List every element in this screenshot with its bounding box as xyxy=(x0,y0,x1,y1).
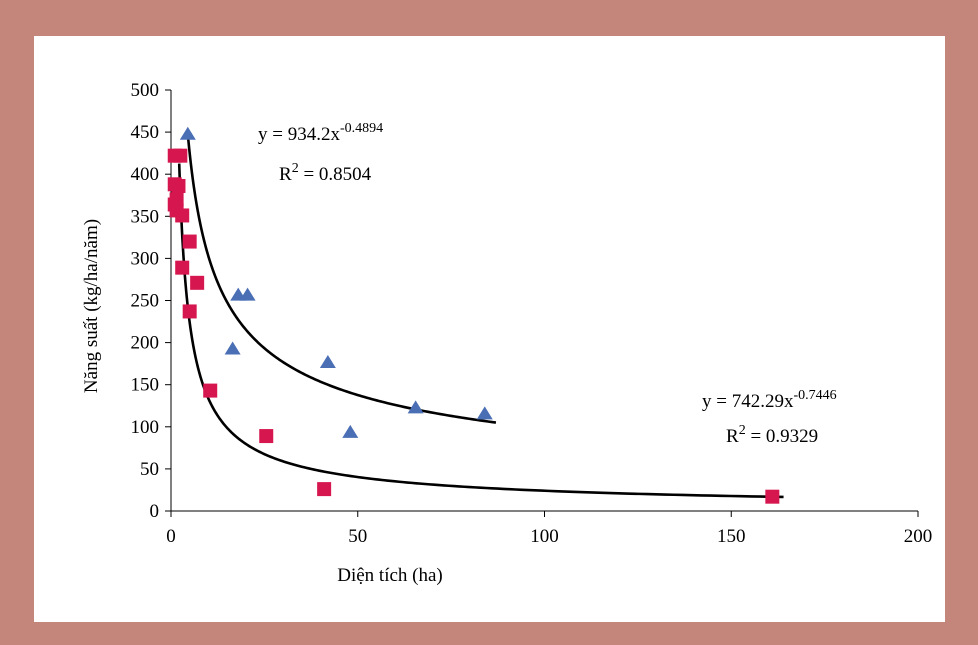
triangle-point xyxy=(407,400,424,414)
x-tick-label: 200 xyxy=(904,526,933,547)
triangle-trend-equation: y = 934.2x-0.4894 xyxy=(258,121,383,145)
tick-labels: 0 50 100 150 200 250 300 350 400 450 500 0 50 100 150 2… xyxy=(131,80,933,547)
square-point xyxy=(203,383,218,398)
triangle-point xyxy=(319,354,336,368)
y-tick-label: 100 xyxy=(131,417,160,438)
x-tick-label: 100 xyxy=(530,526,559,547)
x-tick-label: 50 xyxy=(348,526,367,547)
square-point xyxy=(175,208,190,223)
y-tick-label: 150 xyxy=(131,375,160,396)
y-tick-label: 500 xyxy=(131,80,160,101)
square-trend-equation: y = 742.29x-0.7446 xyxy=(702,388,837,412)
y-tick-label: 200 xyxy=(131,333,160,354)
y-tick-label: 450 xyxy=(131,122,160,143)
square-point xyxy=(259,429,274,444)
square-point xyxy=(175,260,190,275)
square-point xyxy=(317,482,332,497)
x-tick-label: 0 xyxy=(166,526,176,547)
square-point xyxy=(182,234,197,249)
y-tick-label: 50 xyxy=(140,459,159,480)
chart-panel: 0 50 100 150 200 250 300 350 400 450 500 0 50 100 150 2… xyxy=(34,36,945,622)
triangle-point xyxy=(342,424,359,438)
triangle-point xyxy=(224,341,241,355)
triangle-point xyxy=(239,287,256,301)
square-point xyxy=(765,489,780,504)
square-trendline xyxy=(177,163,784,499)
y-tick-label: 400 xyxy=(131,164,160,185)
triangle-trendline xyxy=(186,134,497,424)
y-tick-label: 300 xyxy=(131,248,160,269)
square-point xyxy=(190,275,205,290)
data-points xyxy=(167,126,780,504)
x-axis-label: Diện tích (ha) xyxy=(337,565,443,586)
square-point xyxy=(182,304,197,319)
x-tick-label: 150 xyxy=(717,526,746,547)
triangle-point xyxy=(179,126,196,140)
square-point xyxy=(171,178,186,193)
y-tick-label: 0 xyxy=(150,501,160,522)
triangle-point xyxy=(476,406,493,420)
y-tick-label: 350 xyxy=(131,206,160,227)
scatter-chart: 0 50 100 150 200 250 300 350 400 450 500 0 50 100 150 2… xyxy=(81,80,933,586)
y-tick-label: 250 xyxy=(131,291,160,312)
square-trend-r2: R2 = 0.9329 xyxy=(726,423,818,447)
square-point xyxy=(173,148,188,163)
y-axis-label: Năng suất (kg/ha/năm) xyxy=(81,219,102,393)
axes xyxy=(165,89,919,517)
triangle-trend-r2: R2 = 0.8504 xyxy=(279,161,372,185)
